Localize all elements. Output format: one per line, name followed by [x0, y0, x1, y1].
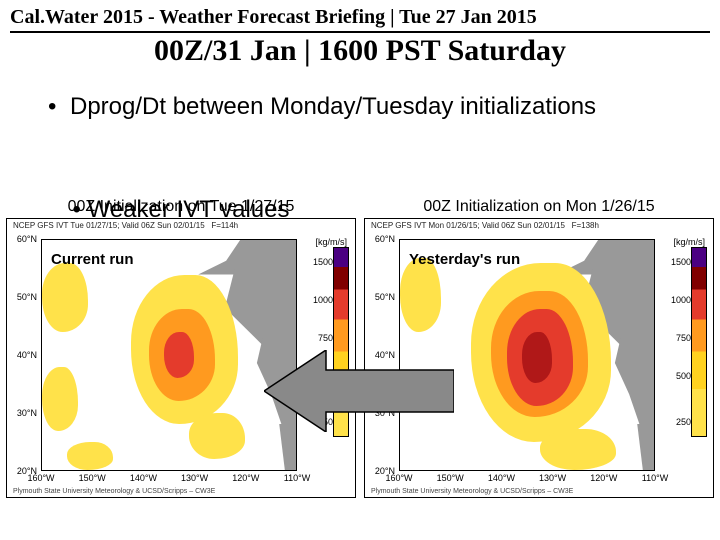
map-right-col: 00Z Initialization on Mon 1/26/15 NCEP G…	[364, 198, 714, 498]
map-left-header: NCEP GFS IVT Tue 01/27/15; Valid 06Z Sun…	[13, 221, 238, 230]
bullet-dot: •	[48, 92, 70, 122]
run-label-left: Current run	[51, 251, 134, 268]
slide: Cal.Water 2015 - Weather Forecast Briefi…	[0, 0, 720, 540]
map-left-col: 00Z Initialization on Tue 1/27/15 • Weak…	[6, 198, 356, 498]
bullet-text: Dprog/Dt between Monday/Tuesday initiali…	[70, 92, 596, 122]
direction-arrow	[264, 350, 454, 432]
map-right-caption: 00Z Initialization on Mon 1/26/15	[364, 198, 714, 216]
map-left-caption: 00Z Initialization on Tue 1/27/15 • Weak…	[6, 198, 356, 216]
maps-row: 00Z Initialization on Tue 1/27/15 • Weak…	[6, 198, 714, 498]
run-label-right: Yesterday's run	[409, 251, 520, 268]
yaxis-left: 60°N50°N40°N30°N20°N	[9, 239, 39, 471]
bullet-1: • Dprog/Dt between Monday/Tuesday initia…	[48, 92, 680, 122]
map-right-header: NCEP GFS IVT Mon 01/26/15; Valid 06Z Sun…	[371, 221, 599, 230]
plot-left	[41, 239, 297, 471]
bullet-list: • Dprog/Dt between Monday/Tuesday initia…	[48, 92, 680, 126]
colorbar-labels-right: 1500 1000 750 500 250	[659, 247, 691, 437]
colorbar-right	[691, 247, 707, 437]
credit-right: Plymouth State University Meteorology & …	[371, 488, 573, 495]
briefing-header: Cal.Water 2015 - Weather Forecast Briefi…	[10, 6, 710, 33]
arrow-shape	[264, 350, 454, 432]
colorbar-unit: [kg/m/s]	[673, 237, 705, 247]
slide-title: 00Z/31 Jan | 1600 PST Saturday	[0, 34, 720, 68]
colorbar-unit: [kg/m/s]	[315, 237, 347, 247]
credit-left: Plymouth State University Meteorology & …	[13, 488, 215, 495]
